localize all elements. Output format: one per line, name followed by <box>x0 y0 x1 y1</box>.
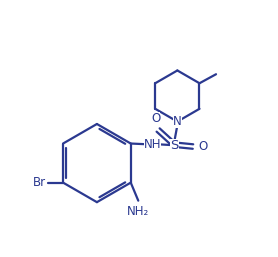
Text: NH: NH <box>144 138 161 151</box>
Text: Br: Br <box>33 176 46 189</box>
Text: O: O <box>198 140 208 153</box>
Text: S: S <box>170 139 178 152</box>
Text: O: O <box>151 113 160 125</box>
Text: NH₂: NH₂ <box>127 205 149 218</box>
Text: N: N <box>173 115 182 128</box>
